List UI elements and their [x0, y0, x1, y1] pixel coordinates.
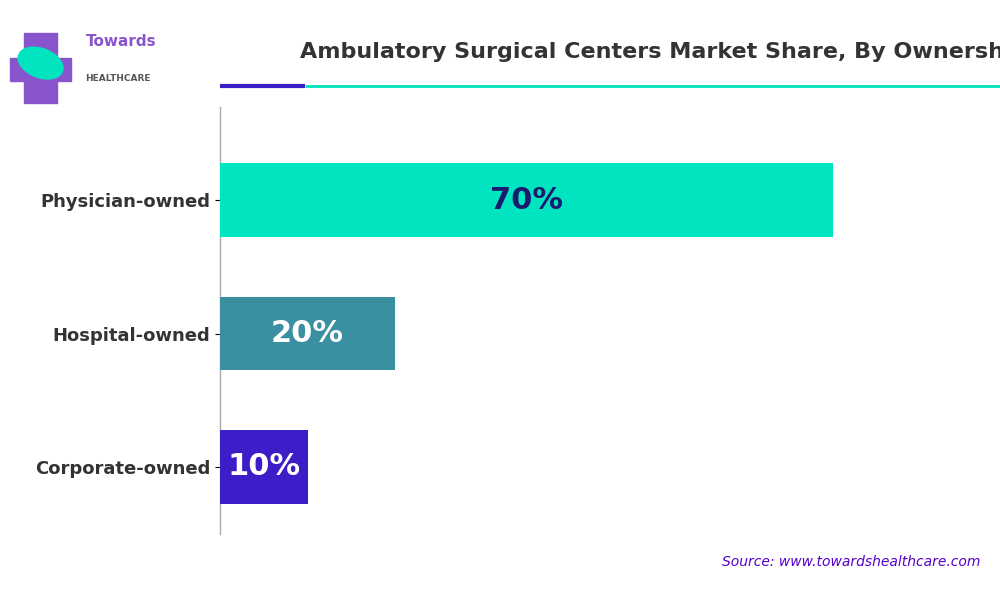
- Ellipse shape: [18, 47, 63, 79]
- Bar: [220, 297, 395, 370]
- Text: Source: www.towardshealthcare.com: Source: www.towardshealthcare.com: [722, 555, 980, 569]
- Text: 70%: 70%: [490, 186, 563, 215]
- Text: HEALTHCARE: HEALTHCARE: [86, 74, 151, 82]
- Text: Ambulatory Surgical Centers Market Share, By Ownership, 2022 (%): Ambulatory Surgical Centers Market Share…: [300, 42, 1000, 62]
- Text: 10%: 10%: [227, 452, 300, 482]
- Bar: [24, 33, 57, 103]
- Bar: [220, 164, 832, 237]
- Text: 20%: 20%: [271, 319, 344, 348]
- Bar: [10, 58, 71, 81]
- Bar: [220, 431, 308, 503]
- Text: Towards: Towards: [86, 34, 156, 49]
